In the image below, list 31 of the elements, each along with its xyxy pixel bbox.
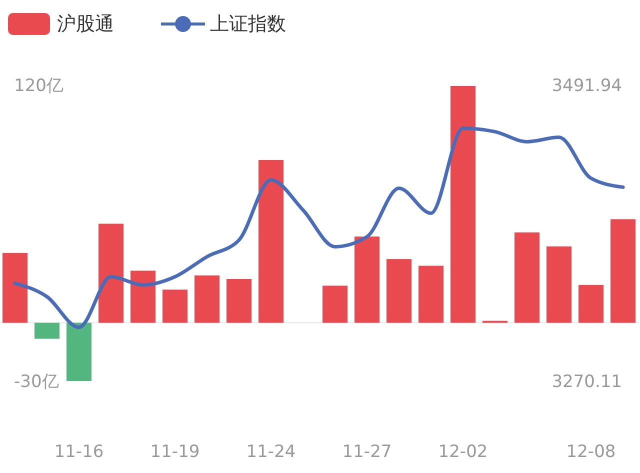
bar [162, 290, 188, 323]
bar [578, 284, 604, 323]
line-series [13, 126, 625, 330]
bar [34, 322, 60, 339]
legend-label: 上证指数 [210, 13, 286, 35]
bar [386, 259, 412, 323]
bar [98, 224, 124, 323]
bar [418, 266, 444, 323]
bar [354, 236, 380, 323]
y-tick-label: -30亿 [14, 372, 59, 392]
y2-tick-label: 3270.11 [552, 372, 622, 392]
bar [194, 275, 220, 323]
bar [130, 270, 156, 323]
bar [322, 286, 348, 323]
x-tick-label: 12-02 [438, 442, 488, 462]
bar [610, 219, 636, 323]
bar [546, 246, 572, 323]
x-tick-label: 12-08 [566, 442, 616, 462]
legend-label: 沪股通 [57, 13, 114, 35]
bar [66, 322, 92, 382]
x-tick-label: 11-24 [246, 442, 296, 462]
bar [2, 252, 28, 323]
bar [514, 232, 540, 323]
bar [258, 160, 284, 323]
x-tick-label: 11-27 [342, 442, 392, 462]
x-tick-label: 11-19 [150, 442, 200, 462]
bar [450, 86, 476, 323]
bar [226, 278, 252, 323]
y2-tick-label: 3491.94 [552, 76, 622, 96]
x-tick-label: 11-16 [54, 442, 104, 462]
y-tick-label: 120亿 [14, 76, 64, 96]
